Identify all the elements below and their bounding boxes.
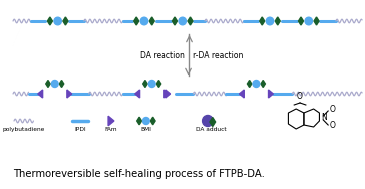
Polygon shape [137,117,142,125]
Polygon shape [164,90,169,98]
Circle shape [148,81,155,88]
Polygon shape [150,117,155,125]
Polygon shape [269,90,273,98]
Text: FAm: FAm [105,127,117,132]
Polygon shape [38,90,43,98]
Circle shape [253,81,260,88]
Text: r-DA reaction: r-DA reaction [193,51,244,60]
Polygon shape [314,17,319,25]
Polygon shape [47,17,53,25]
Polygon shape [67,90,72,98]
Circle shape [140,17,147,25]
Polygon shape [156,81,161,88]
Circle shape [305,17,312,25]
Polygon shape [134,17,139,25]
Circle shape [142,118,149,125]
Polygon shape [210,118,216,126]
Polygon shape [172,17,177,25]
Polygon shape [46,81,50,88]
Polygon shape [149,17,154,25]
Text: O: O [329,122,335,130]
Polygon shape [239,90,244,98]
Circle shape [179,17,187,25]
Polygon shape [143,81,147,88]
Text: O: O [329,105,335,115]
Polygon shape [188,17,193,25]
Text: DA reaction: DA reaction [140,51,185,60]
Polygon shape [275,17,280,25]
Polygon shape [261,81,265,88]
Circle shape [54,17,61,25]
Polygon shape [108,116,114,126]
Text: Thermoreversible self-healing process of FTPB-DA.: Thermoreversible self-healing process of… [13,169,265,179]
Text: N: N [321,114,327,122]
Text: polybutadiene: polybutadiene [3,127,45,132]
Polygon shape [260,17,265,25]
Polygon shape [63,17,68,25]
Text: IPDI: IPDI [74,127,86,132]
Text: DA adduct: DA adduct [196,127,226,132]
Polygon shape [166,90,170,98]
Text: O: O [297,92,303,101]
Circle shape [203,115,213,126]
Polygon shape [299,17,304,25]
Polygon shape [135,90,139,98]
Polygon shape [59,81,64,88]
Text: BMI: BMI [141,127,151,132]
Circle shape [266,17,274,25]
Circle shape [51,81,58,88]
Polygon shape [247,81,252,88]
